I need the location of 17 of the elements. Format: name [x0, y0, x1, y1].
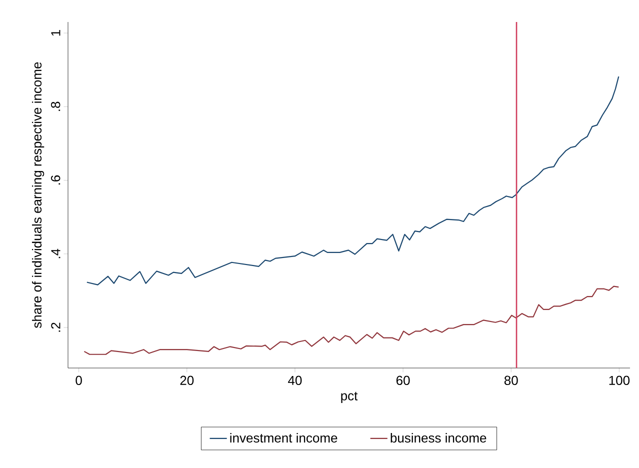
x-tick-label: 60	[396, 376, 410, 386]
x-tick-label: 80	[504, 376, 518, 386]
x-axis-title: pct	[341, 392, 358, 403]
line-series	[86, 76, 620, 286]
x-tick-label: 100	[609, 376, 630, 386]
y-tick-label: .8	[50, 102, 60, 111]
x-tick-label: 0	[76, 376, 82, 386]
y-tick-label: .4	[51, 248, 60, 258]
x-tick-label: 40	[288, 376, 302, 386]
y-tick-label: 1	[51, 30, 60, 36]
line-series	[84, 286, 620, 355]
y-axis-title: share of individuals earning respective income	[32, 62, 44, 328]
legend-label: investment income	[230, 433, 338, 443]
x-tick-label: 20	[180, 376, 194, 386]
y-tick-label: .6	[50, 175, 60, 185]
legend-label: business income	[390, 433, 486, 443]
y-tick-label: .2	[51, 322, 60, 332]
